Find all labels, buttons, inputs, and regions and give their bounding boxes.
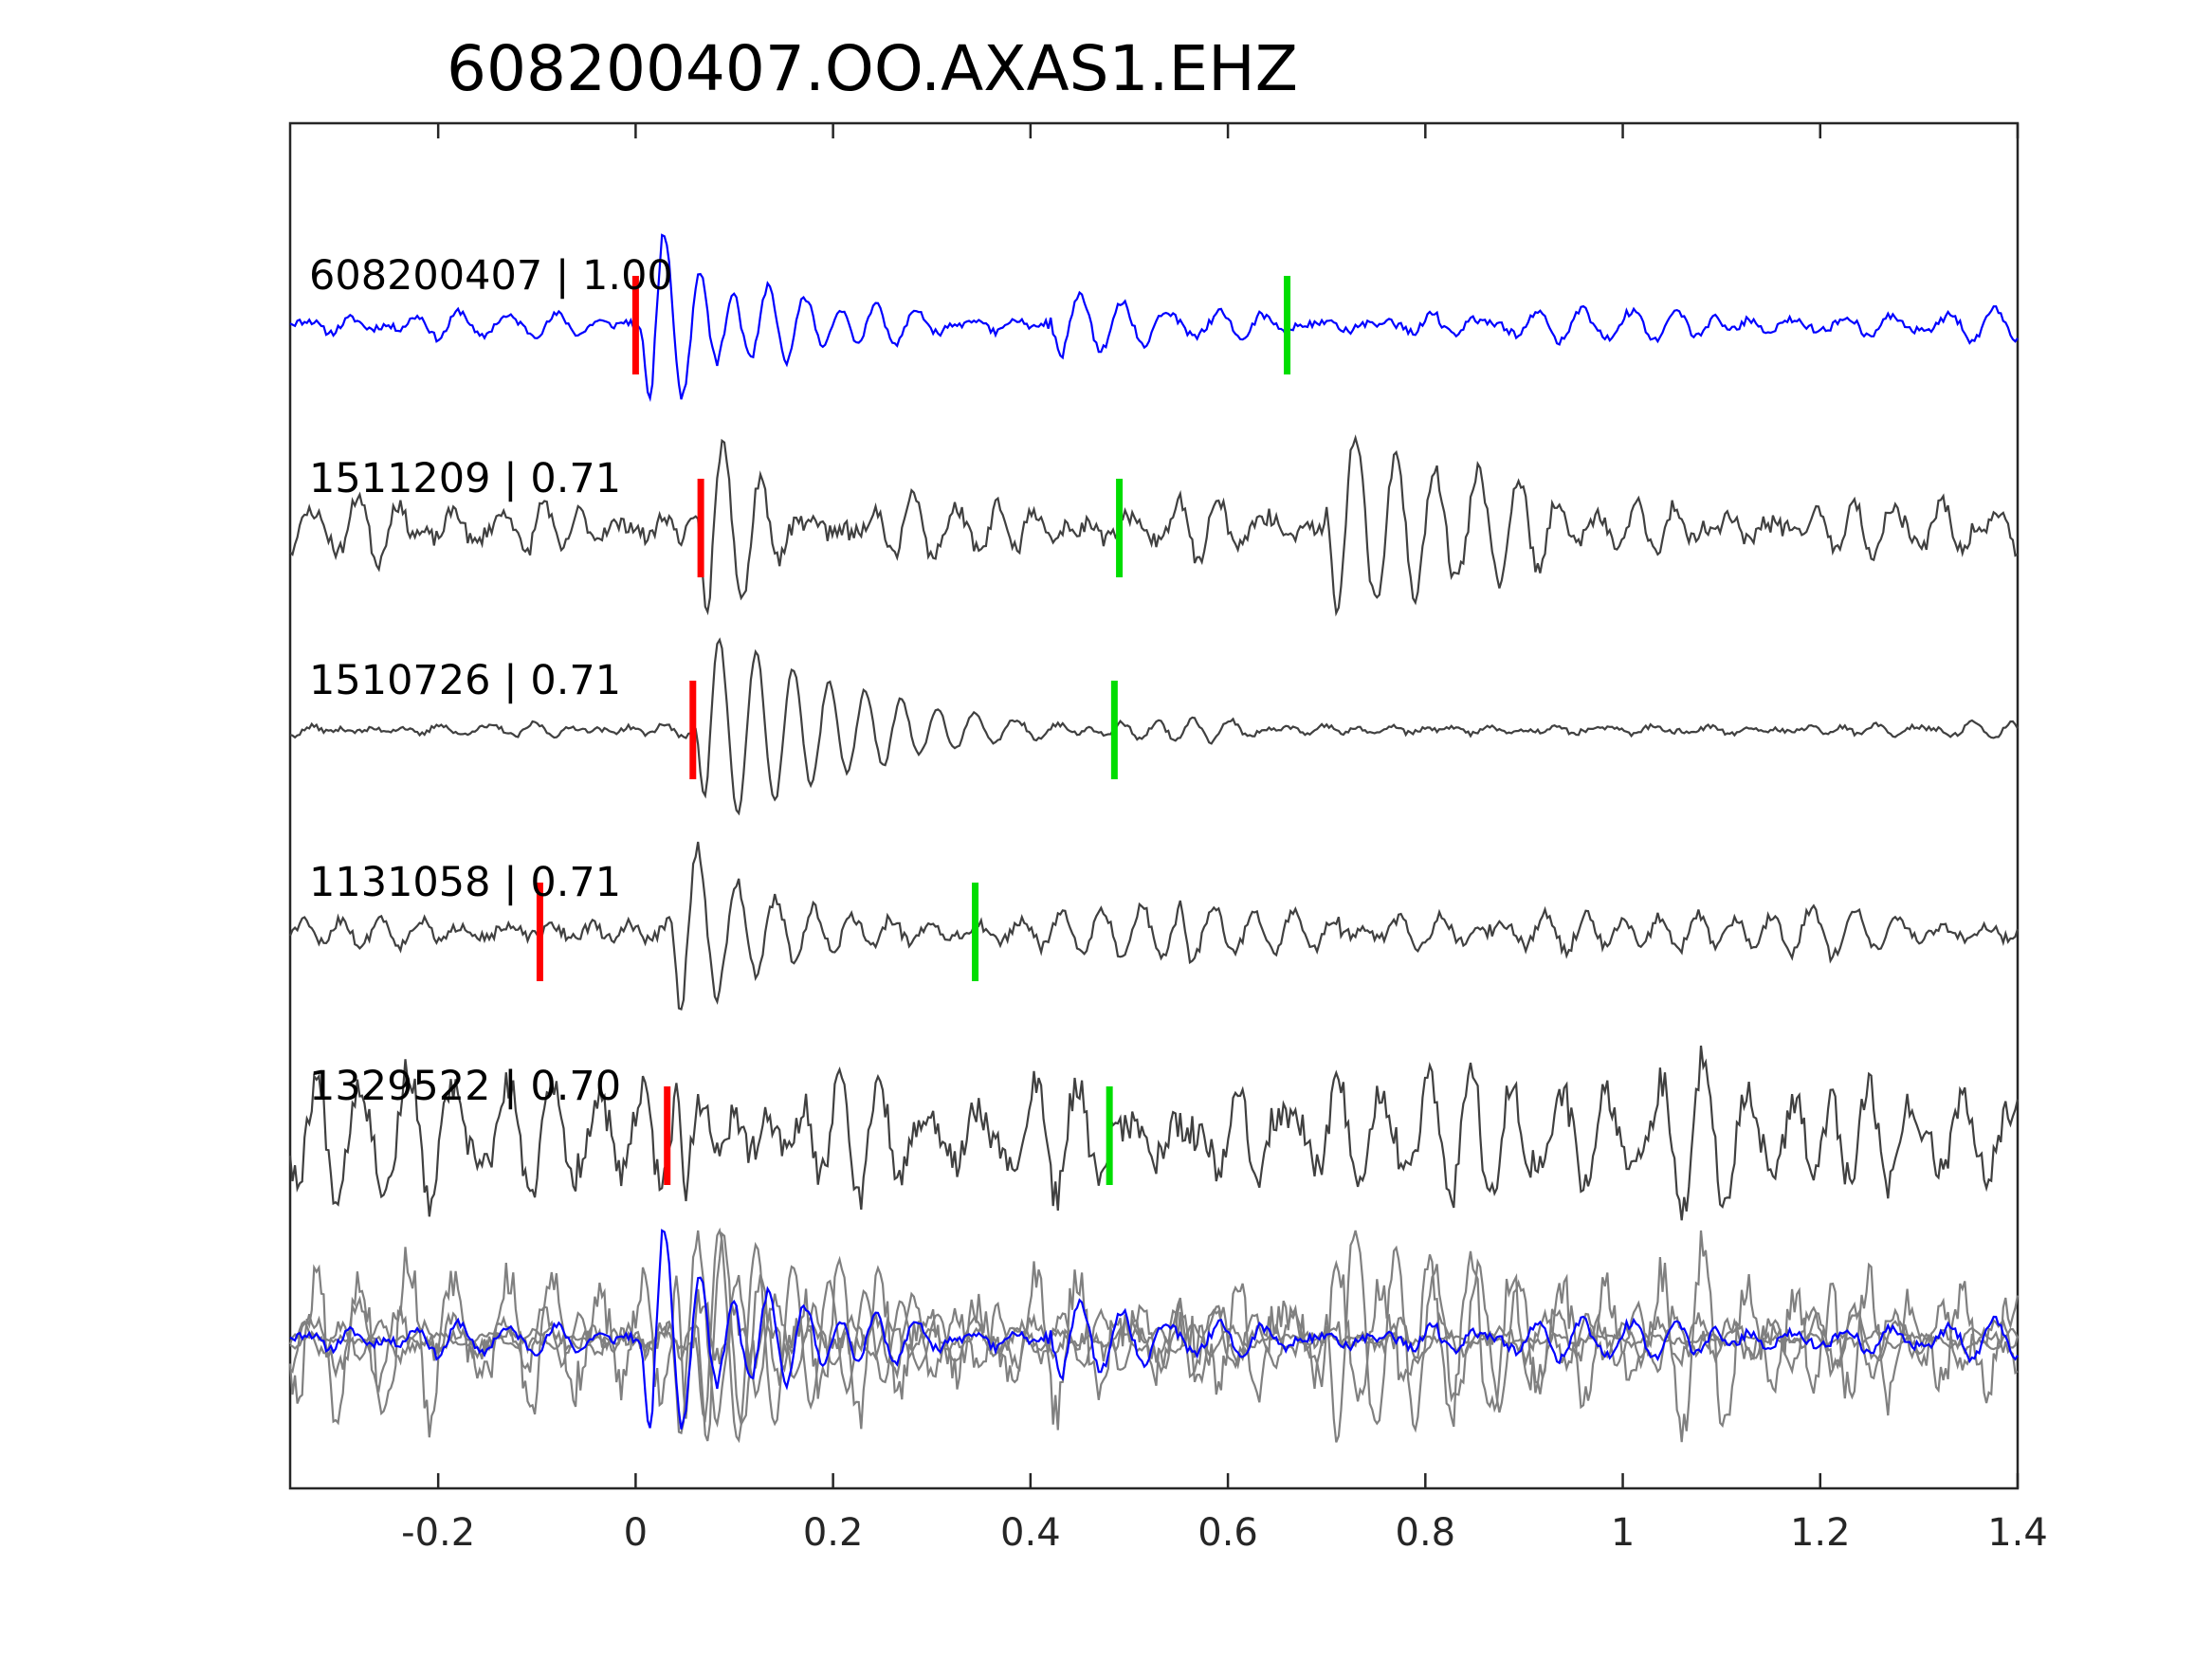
trace-stack	[288, 233, 2020, 1221]
chart-title: 608200407.OO.AXAS1.EHZ	[447, 32, 1298, 105]
waveform-trace-608200407	[289, 233, 2019, 403]
trace-label-1510726: 1510726 | 0.71	[309, 657, 621, 704]
waveform-trace-1131058	[288, 841, 2020, 1011]
x-tick-label: 1.4	[1987, 1511, 2048, 1555]
x-tick-label: 0	[624, 1511, 648, 1555]
overlay-trace-1131058	[288, 1230, 2020, 1435]
waveform-trace-1329522	[288, 1045, 2020, 1221]
x-tick-label: 0.8	[1396, 1511, 1456, 1555]
x-tick-label: 0.2	[803, 1511, 864, 1555]
waveform-trace-1510726	[289, 637, 2019, 816]
overlay-trace-608200407	[289, 1229, 2019, 1430]
trace-labels: 608200407 | 1.00 1511209 | 0.71 1510726 | …	[309, 252, 673, 1110]
phase-picks	[536, 276, 1291, 1185]
x-tick-label: 0.4	[1000, 1511, 1061, 1555]
trace-label-1511209: 1511209 | 0.71	[309, 455, 621, 502]
overlay-stack	[288, 1227, 2020, 1444]
trace-label-608200407: 608200407 | 1.00	[309, 252, 673, 300]
plot-frame	[288, 121, 2020, 1490]
trace-label-1329522: 1329522 | 0.70	[309, 1063, 621, 1110]
x-tick-label: 0.6	[1197, 1511, 1258, 1555]
overlay-trace-1329522	[288, 1230, 2020, 1443]
waveform-trace-1511209	[289, 434, 2019, 617]
x-axis: -0.2 0 0.2 0.4 0.6 0.8 1 1.2 1.4	[401, 123, 2048, 1555]
x-tick-label: -0.2	[401, 1511, 475, 1555]
x-tick-label: 1	[1611, 1511, 1635, 1555]
x-tick-label: 1.2	[1790, 1511, 1851, 1555]
trace-label-1131058: 1131058 | 0.71	[309, 859, 621, 906]
